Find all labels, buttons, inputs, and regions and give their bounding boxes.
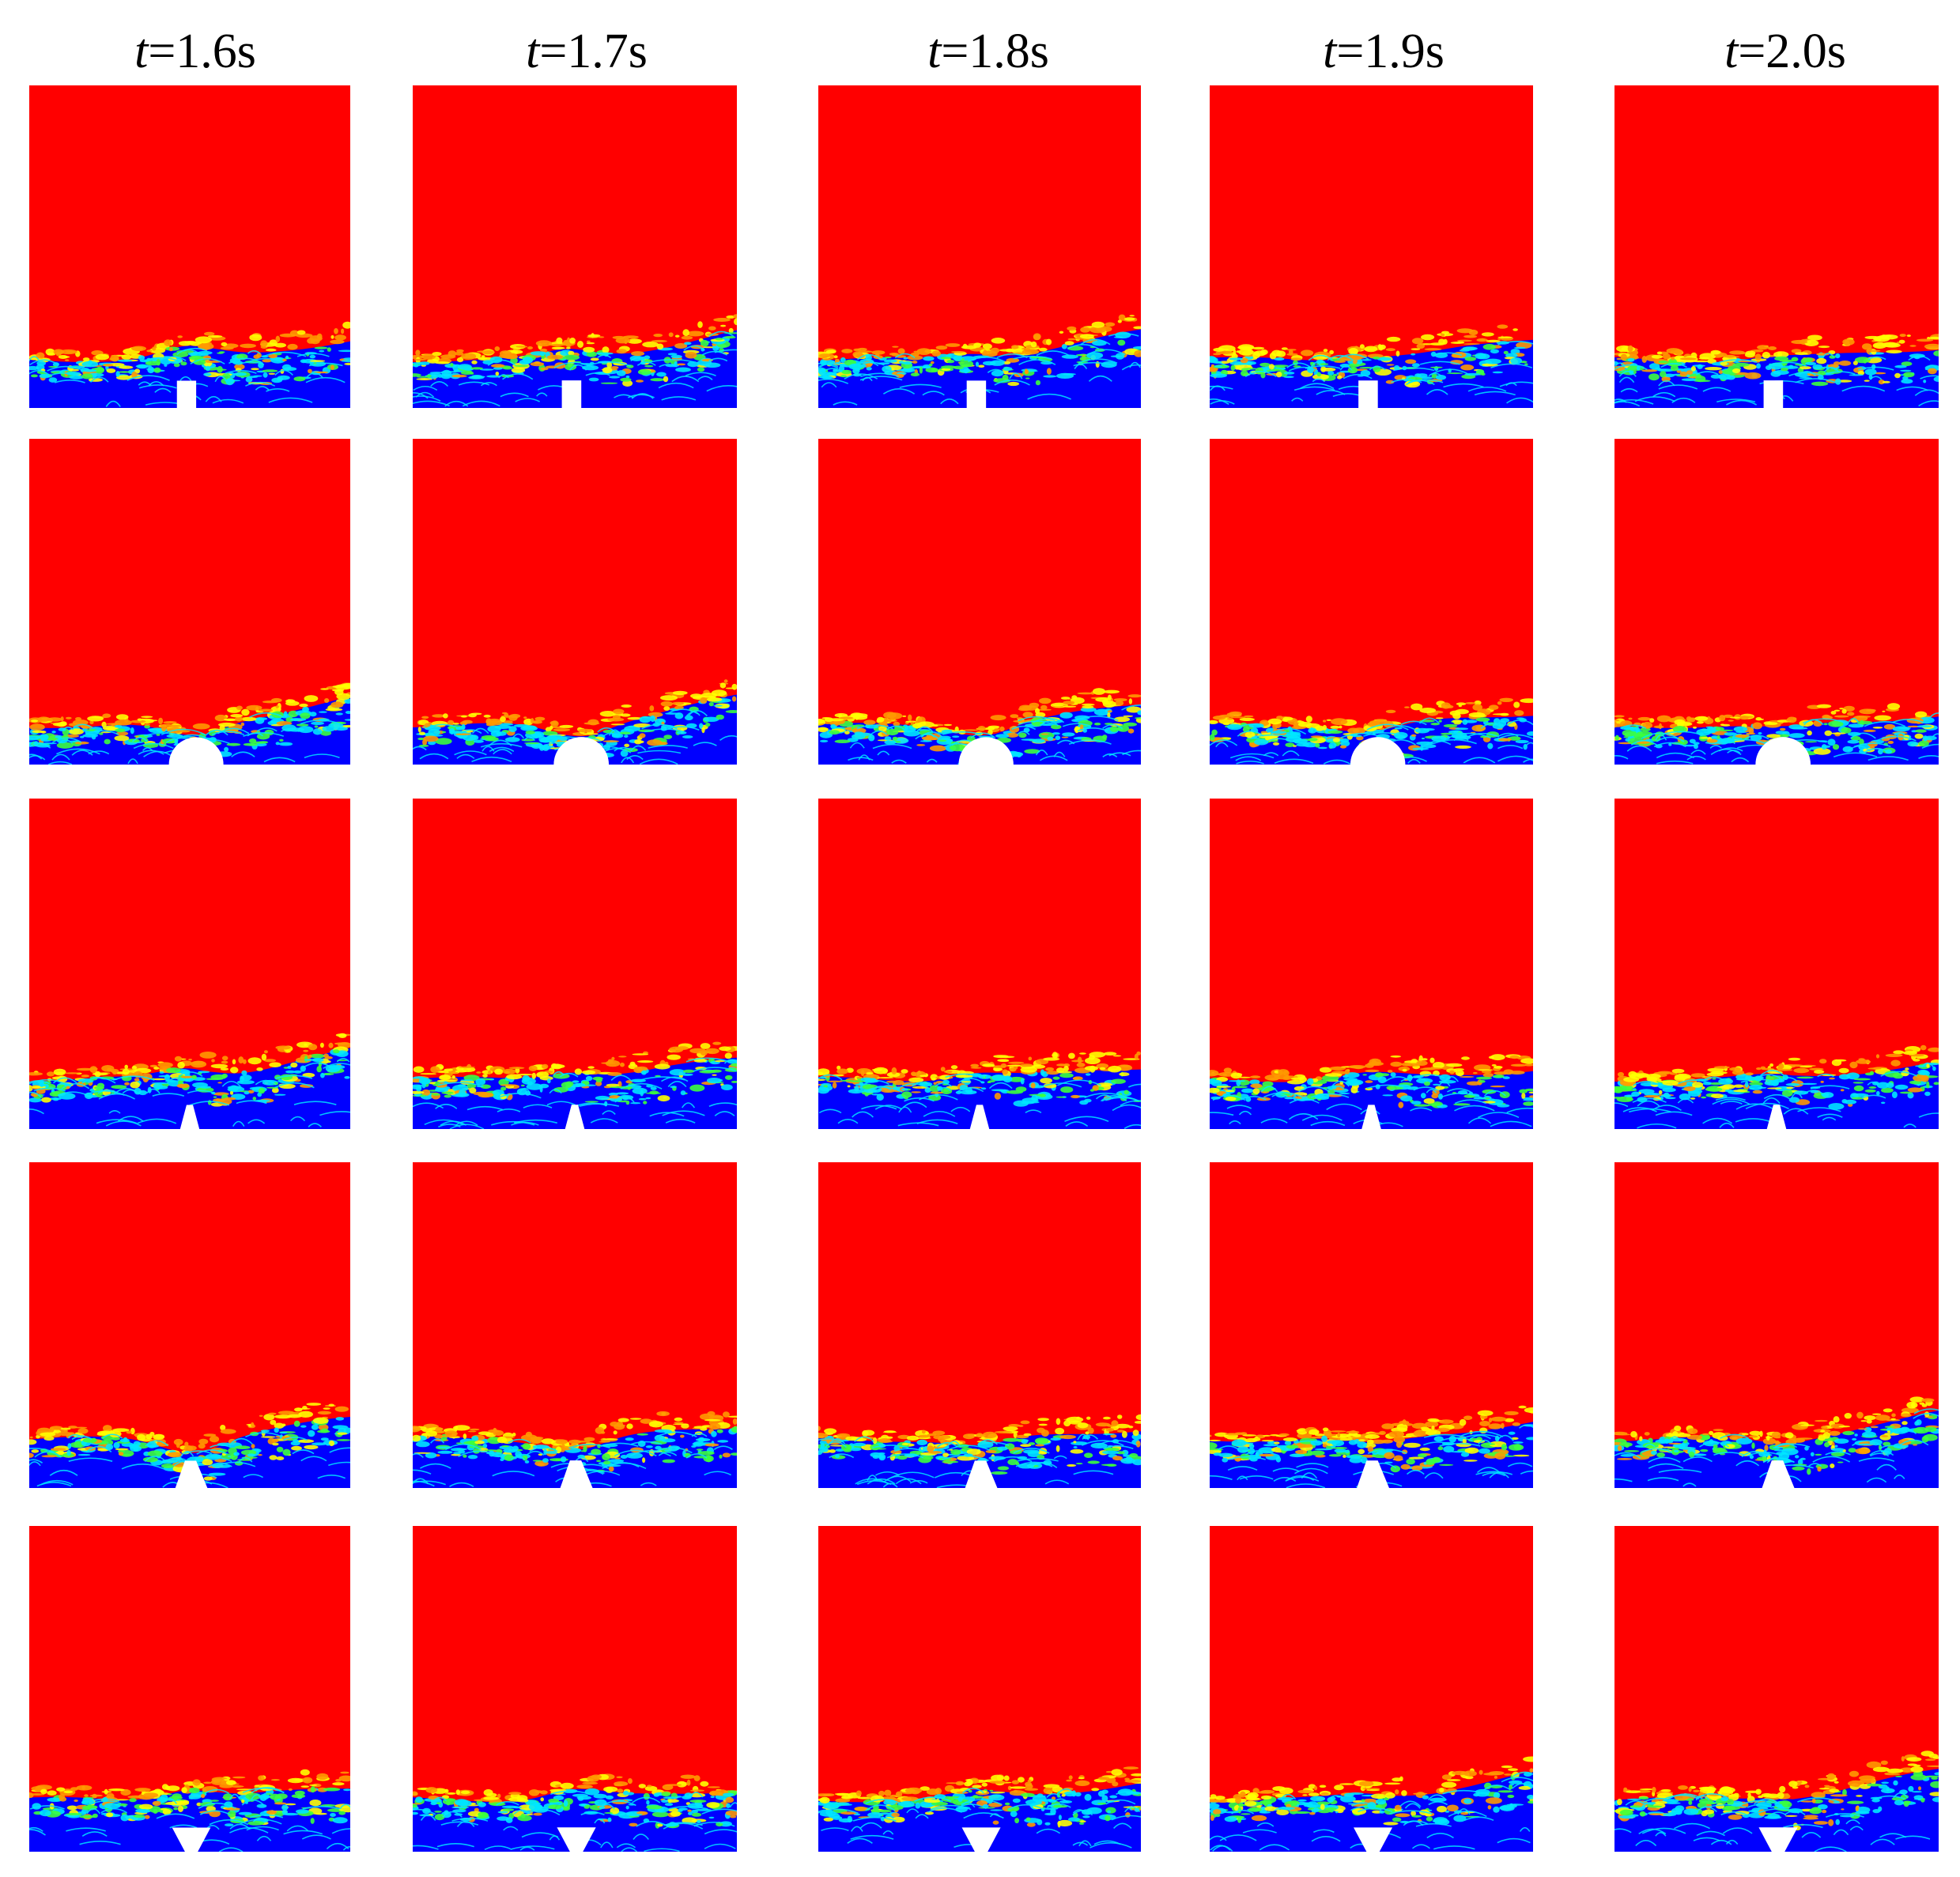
obstacle-shape — [553, 737, 610, 765]
panel-row2-col4 — [1210, 439, 1533, 765]
panel-row5-col1 — [29, 1526, 350, 1852]
column-title-4: t=1.9s — [1323, 25, 1445, 78]
water-region — [818, 1783, 1141, 1852]
panel-row3-col5 — [1614, 799, 1939, 1129]
panel-row5-col4 — [1210, 1526, 1533, 1852]
obstacle-shape — [969, 1105, 990, 1129]
water-region — [1210, 1071, 1533, 1129]
mixing-layer — [413, 1773, 737, 1852]
panel-row1-col4 — [1210, 85, 1533, 408]
mixing-layer — [1614, 1396, 1939, 1487]
obstacle-shape — [168, 737, 224, 765]
mixing-layer — [818, 314, 1141, 406]
panel-row1-col3 — [818, 85, 1141, 408]
panel-row1-col5 — [1614, 85, 1939, 408]
panel-row1-col1 — [29, 85, 350, 408]
water-region — [29, 1048, 350, 1129]
water-region — [413, 694, 737, 765]
mixing-layer — [29, 321, 350, 407]
obstacle-shape — [561, 380, 582, 408]
mixing-layer — [818, 1051, 1141, 1129]
obstacle-shape — [172, 1827, 211, 1852]
mixing-layer — [413, 1041, 737, 1129]
obstacle-shape — [958, 737, 1014, 765]
panel-row4-col2 — [413, 1162, 737, 1488]
mixing-layer — [1210, 1054, 1533, 1127]
panel-row1-col2 — [413, 85, 737, 408]
obstacle-shape — [1354, 1827, 1393, 1852]
mixing-layer — [413, 1411, 737, 1487]
obstacle-shape — [176, 380, 197, 408]
obstacle-shape — [179, 1105, 200, 1129]
column-title-5: t=2.0s — [1724, 25, 1846, 78]
panel-row4-col1 — [29, 1162, 350, 1488]
obstacle-shape — [1755, 737, 1811, 765]
mixing-layer — [29, 1769, 350, 1852]
mixing-layer — [29, 1033, 350, 1127]
mixing-layer — [818, 1766, 1141, 1849]
panel-row2-col1 — [29, 439, 350, 765]
panel-row5-col3 — [818, 1526, 1141, 1852]
panel-row4-col5 — [1614, 1162, 1939, 1488]
panel-row2-col3 — [818, 439, 1141, 765]
panel-row2-col2 — [413, 439, 737, 765]
mixing-layer — [1614, 1044, 1939, 1129]
obstacle-shape — [1763, 380, 1784, 408]
mixing-layer — [413, 314, 737, 407]
panel-row4-col3 — [818, 1162, 1141, 1488]
mixing-layer — [1210, 1405, 1533, 1488]
obstacle-shape — [1762, 1460, 1795, 1488]
water-region — [1614, 349, 1939, 408]
mixing-layer — [29, 1403, 350, 1488]
mixing-layer — [1210, 1756, 1533, 1852]
air-region — [1614, 439, 1939, 765]
obstacle-shape — [560, 1460, 593, 1488]
obstacle-shape — [1758, 1827, 1798, 1852]
water-region — [29, 341, 350, 408]
obstacle-shape — [965, 1460, 998, 1488]
mixing-layer — [1614, 1750, 1939, 1852]
water-region — [29, 1417, 350, 1488]
mixing-layer — [413, 679, 737, 765]
obstacle-shape — [1357, 1460, 1389, 1488]
column-title-2: t=1.7s — [526, 25, 648, 78]
panel-row5-col2 — [413, 1526, 737, 1852]
obstacle-shape — [175, 1460, 208, 1488]
column-headers: t=1.6s t=1.7s t=1.8s t=1.9s t=2.0s — [0, 16, 1960, 87]
panel-row2-col5 — [1614, 439, 1939, 765]
obstacle-shape — [1350, 737, 1406, 765]
water-region — [29, 696, 350, 765]
mixing-layer — [818, 688, 1141, 765]
obstacle-shape — [1766, 1105, 1787, 1129]
panel-row5-col5 — [1614, 1526, 1939, 1852]
column-title-3: t=1.8s — [927, 25, 1049, 78]
panel-row3-col4 — [1210, 799, 1533, 1129]
obstacle-shape — [966, 380, 987, 408]
water-region — [1614, 1769, 1939, 1852]
obstacle-shape — [1358, 380, 1378, 408]
mixing-layer — [1614, 703, 1939, 765]
panel-row3-col3 — [818, 799, 1141, 1129]
mixing-layer — [1614, 334, 1939, 407]
panel-row4-col4 — [1210, 1162, 1533, 1488]
column-title-1: t=1.6s — [134, 25, 256, 78]
panel-row3-col2 — [413, 799, 737, 1129]
mixing-layer — [818, 1414, 1141, 1488]
mixing-layer — [1210, 324, 1533, 405]
panel-row3-col1 — [29, 799, 350, 1129]
obstacle-shape — [1361, 1105, 1381, 1129]
